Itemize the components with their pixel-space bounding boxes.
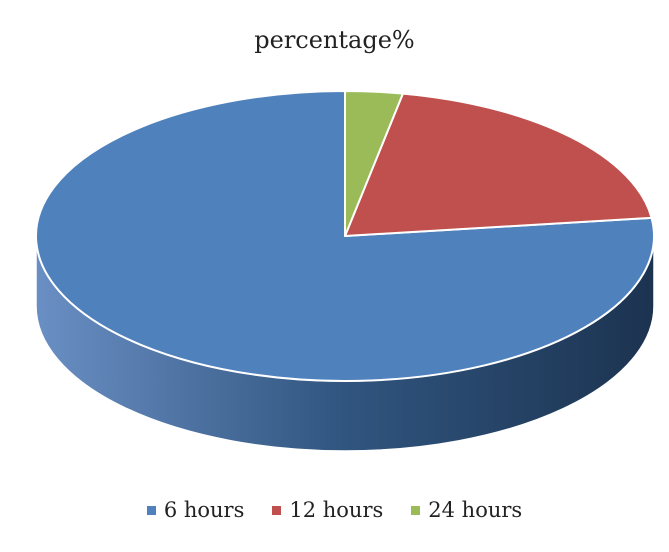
legend: 6 hours 12 hours 24 hours [0,498,669,522]
legend-label-24-hours: 24 hours [428,498,523,522]
legend-label-12-hours: 12 hours [289,498,384,522]
legend-item-24-hours: 24 hours [411,498,522,522]
chart-title: percentage% [254,26,415,54]
pie-slice-6-hours [35,90,655,382]
legend-item-12-hours: 12 hours [272,498,383,522]
legend-item-6-hours: 6 hours [146,498,245,522]
legend-swatch-6-hours [146,505,156,515]
pie-slices [35,90,655,382]
legend-swatch-12-hours [272,505,282,515]
pie-slice-12-hours [344,92,653,237]
legend-label-6-hours: 6 hours [163,498,245,522]
legend-swatch-24-hours [411,505,421,515]
pie-slice-24-hours [344,90,404,237]
